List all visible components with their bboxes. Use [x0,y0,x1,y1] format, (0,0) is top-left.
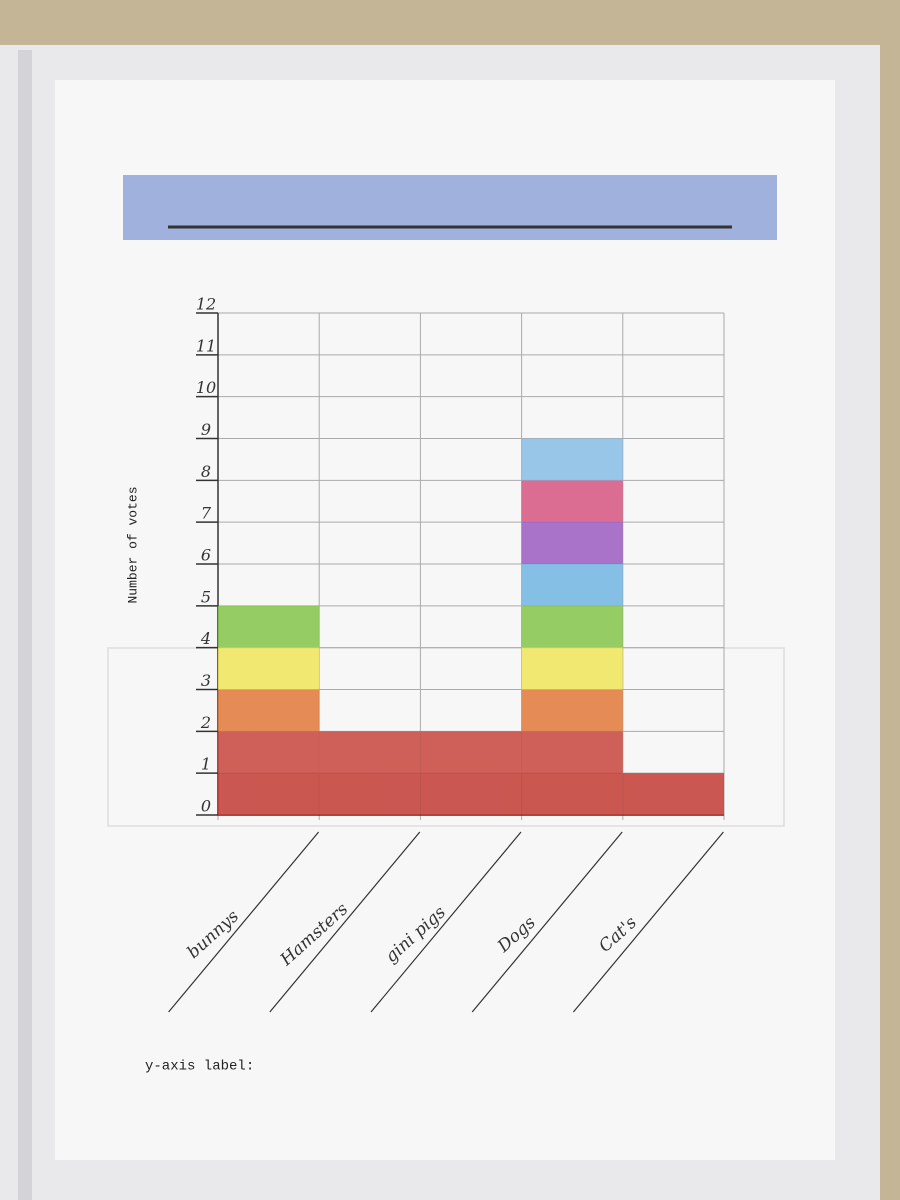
y-tick-label: 0 [201,797,211,816]
y-tick-label: 4 [200,629,211,648]
bar [218,605,320,815]
y-tick-label: 1 [201,755,211,774]
y-tick-label: 7 [201,504,212,523]
y-tick-label: 10 [196,378,216,397]
bar [521,438,623,815]
label-line [168,831,320,1013]
footer-label: y-axis label: [145,1059,254,1075]
y-tick-label: 6 [201,546,211,565]
label-line [471,831,623,1013]
label-line [572,831,724,1013]
y-axis-title: Number of votes [125,486,140,603]
paper [55,80,835,1160]
y-tick-label: 3 [201,671,211,690]
header-band [123,175,777,240]
y-tick-label: 11 [196,336,216,355]
y-tick-label: 12 [196,295,216,314]
label-line [370,831,522,1013]
bar [319,731,421,815]
y-tick-label: 8 [201,462,211,481]
spine [18,50,32,1200]
bar [622,773,724,815]
label-line [269,831,421,1013]
y-tick-label: 9 [201,420,211,439]
bar [420,731,522,815]
y-tick-label: 2 [200,713,211,732]
y-tick-label: 5 [201,587,211,606]
